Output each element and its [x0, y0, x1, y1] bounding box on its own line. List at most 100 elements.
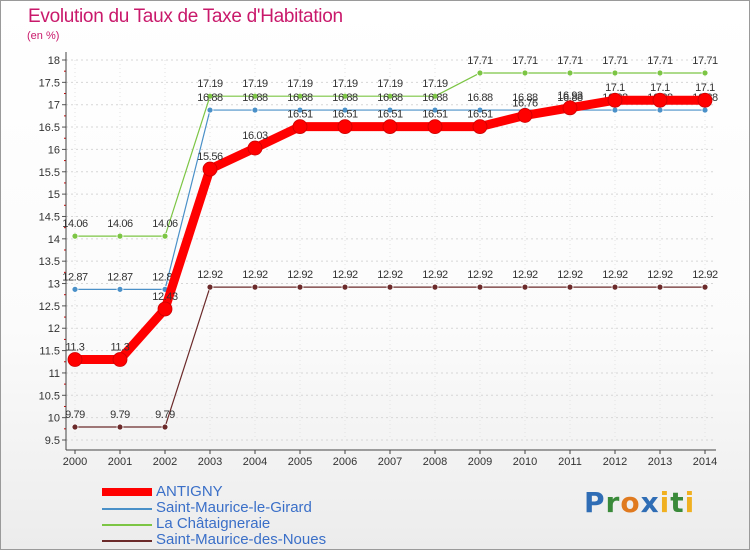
y-tick-label: 9.5: [45, 435, 60, 447]
legend-label-saint-maurice-le-girard: Saint-Maurice-le-Girard: [156, 499, 312, 516]
data-point-saint-maurice-des-noues: [161, 423, 169, 431]
data-point-saint-maurice-le-girard: [386, 106, 394, 114]
data-label-saint-maurice-le-girard: 16.88: [512, 92, 538, 104]
data-point-saint-maurice-le-girard: [251, 106, 259, 114]
data-label-saint-maurice-le-girard: 16.88: [557, 92, 583, 104]
data-label-la-chataigneraie: 17.71: [692, 55, 718, 67]
data-label-saint-maurice-des-noues: 12.92: [647, 269, 673, 281]
data-point-saint-maurice-des-noues: [386, 283, 394, 291]
logo-letter: o: [620, 486, 641, 519]
data-point-la-chataigneraie: [656, 69, 664, 77]
data-point-la-chataigneraie: [386, 92, 394, 100]
data-point-la-chataigneraie: [116, 232, 124, 240]
y-tick-label: 12.5: [39, 301, 60, 313]
data-point-saint-maurice-le-girard: [341, 106, 349, 114]
y-tick-label: 16: [48, 144, 60, 156]
data-point-saint-maurice-le-girard: [431, 106, 439, 114]
data-point-saint-maurice-des-noues: [251, 283, 259, 291]
data-label-saint-maurice-des-noues: 12.92: [287, 269, 313, 281]
data-label-antigny: 16.51: [422, 109, 448, 121]
x-tick-label: 2009: [468, 456, 492, 468]
x-tick-label: 2008: [423, 456, 447, 468]
data-label-antigny: 11.3: [66, 342, 85, 354]
legend-item-antigny: ANTIGNY: [100, 484, 360, 500]
data-label-la-chataigneraie: 17.71: [602, 55, 628, 67]
data-label-antigny: 11.3: [111, 342, 130, 354]
x-tick-label: 2011: [558, 456, 582, 468]
x-tick-label: 2014: [693, 456, 717, 468]
data-point-saint-maurice-le-girard: [71, 285, 79, 293]
data-point-la-chataigneraie: [341, 92, 349, 100]
data-point-saint-maurice-le-girard: [476, 106, 484, 114]
data-label-saint-maurice-le-girard: 12.87: [107, 271, 133, 283]
data-point-la-chataigneraie: [521, 69, 529, 77]
data-point-la-chataigneraie: [161, 232, 169, 240]
x-tick-label: 2003: [198, 456, 222, 468]
data-label-antigny: 16.51: [467, 109, 493, 121]
data-label-saint-maurice-des-noues: 12.92: [602, 269, 628, 281]
data-point-saint-maurice-le-girard: [656, 106, 664, 114]
logo-letter: t: [670, 486, 685, 519]
legend-label-la-chataigneraie: La Châtaigneraie: [156, 515, 271, 532]
data-label-la-chataigneraie: 14.06: [62, 218, 88, 230]
data-point-antigny: [292, 119, 308, 135]
data-label-saint-maurice-des-noues: 12.92: [512, 269, 538, 281]
data-point-antigny: [517, 108, 533, 123]
data-point-la-chataigneraie: [251, 92, 259, 100]
data-point-la-chataigneraie: [566, 69, 574, 77]
legend-swatch-la-chataigneraie: [102, 524, 152, 526]
data-point-saint-maurice-des-noues: [116, 423, 124, 431]
data-label-antigny: 17.1: [605, 82, 625, 94]
data-point-saint-maurice-des-noues: [431, 283, 439, 291]
data-point-la-chataigneraie: [431, 92, 439, 100]
data-label-antigny: 15.56: [197, 151, 223, 163]
data-point-saint-maurice-des-noues: [341, 283, 349, 291]
legend-item-saint-maurice-le-girard: Saint-Maurice-le-Girard: [100, 500, 360, 516]
data-point-antigny: [607, 92, 623, 108]
data-label-antigny: 12.43: [152, 291, 178, 303]
data-point-saint-maurice-des-noues: [296, 283, 304, 291]
data-point-la-chataigneraie: [296, 92, 304, 100]
logo-letter: P: [584, 486, 606, 519]
data-point-antigny: [247, 140, 263, 156]
x-tick-label: 2012: [603, 456, 627, 468]
logo-letter: x: [640, 486, 660, 519]
legend-swatch-antigny: [102, 488, 152, 496]
data-point-antigny: [472, 119, 488, 135]
logo-letter: r: [605, 486, 621, 519]
data-point-antigny: [562, 100, 578, 116]
data-label-saint-maurice-des-noues: 12.92: [422, 269, 448, 281]
data-label-antigny: 16.76: [512, 97, 538, 109]
data-point-la-chataigneraie: [476, 69, 484, 77]
data-point-saint-maurice-le-girard: [116, 285, 124, 293]
data-label-la-chataigneraie: 17.19: [287, 78, 313, 90]
data-label-saint-maurice-le-girard: 16.88: [287, 92, 313, 104]
y-tick-label: 14.5: [39, 211, 60, 223]
data-label-saint-maurice-le-girard: 16.88: [422, 92, 448, 104]
data-point-antigny: [427, 119, 443, 135]
data-label-saint-maurice-des-noues: 12.92: [242, 269, 268, 281]
chart-unit: (en %): [27, 30, 60, 42]
x-tick-label: 2002: [153, 456, 177, 468]
data-point-saint-maurice-des-noues: [71, 423, 79, 431]
data-point-saint-maurice-le-girard: [206, 106, 214, 114]
y-tick-label: 16.5: [39, 122, 60, 134]
data-point-la-chataigneraie: [71, 232, 79, 240]
legend-swatch-saint-maurice-des-noues: [102, 540, 152, 542]
chart-legend: ANTIGNY Saint-Maurice-le-Girard La Châta…: [100, 484, 360, 548]
data-label-antigny: 16.51: [377, 109, 403, 121]
data-point-saint-maurice-des-noues: [701, 283, 709, 291]
data-label-la-chataigneraie: 14.06: [107, 218, 133, 230]
data-label-la-chataigneraie: 17.71: [467, 55, 493, 67]
data-label-saint-maurice-des-noues: 9.79: [65, 409, 85, 421]
data-label-la-chataigneraie: 14.06: [152, 218, 178, 230]
logo-letter: i: [684, 486, 696, 519]
data-point-la-chataigneraie: [701, 69, 709, 77]
y-tick-label: 17.5: [39, 77, 60, 89]
data-point-antigny: [157, 301, 173, 317]
y-tick-label: 15: [48, 189, 60, 201]
data-point-saint-maurice-le-girard: [701, 106, 709, 114]
y-tick-label: 18: [48, 55, 60, 67]
data-label-la-chataigneraie: 17.19: [332, 78, 358, 90]
